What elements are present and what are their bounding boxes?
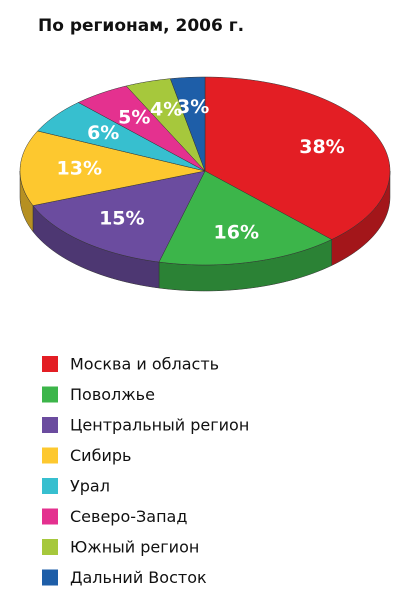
data-label: 38% (299, 136, 344, 158)
legend-label: Урал (70, 477, 110, 496)
legend-label: Центральный регион (70, 416, 249, 435)
legend-swatch (42, 478, 58, 494)
slice (77, 85, 206, 172)
legend-swatch (42, 417, 58, 433)
legend-swatch (42, 569, 58, 586)
chart-title: По регионам, 2006 г. (38, 16, 244, 36)
data-label: 3% (177, 96, 209, 118)
data-label: 6% (87, 122, 119, 144)
legend-label: Южный регион (70, 538, 199, 557)
data-label: 4% (150, 99, 182, 121)
slice (37, 102, 206, 172)
data-label: 15% (99, 207, 144, 229)
legend-swatch (42, 356, 58, 372)
slice (19, 130, 206, 206)
slice (125, 78, 206, 172)
legend-label: Москва и область (70, 355, 219, 374)
slice (169, 76, 206, 172)
legend-swatch (42, 386, 58, 403)
slice (204, 76, 391, 240)
data-label: 5% (118, 107, 150, 129)
legend-swatch (42, 447, 58, 464)
slice (158, 170, 333, 266)
legend-swatch (42, 539, 58, 555)
legend-label: Северо-Запад (70, 507, 187, 526)
legend-label: Сибирь (70, 446, 131, 465)
slice (32, 170, 206, 263)
legend-label: Дальний Восток (70, 568, 207, 587)
data-label: 16% (214, 221, 259, 243)
legend-label: Поволжье (70, 385, 155, 404)
legend-swatch (42, 508, 58, 525)
data-label: 13% (57, 157, 102, 179)
